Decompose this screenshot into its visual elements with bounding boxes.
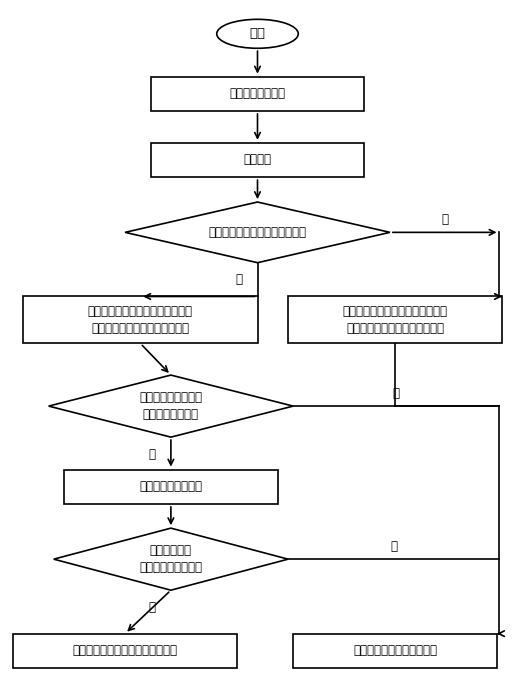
Text: 体温是否在预设乘梯体温范围？: 体温是否在预设乘梯体温范围？ <box>209 226 306 239</box>
FancyBboxPatch shape <box>150 142 365 177</box>
Polygon shape <box>48 375 293 437</box>
Text: 提醒乘梯人，电梯停止运行: 提醒乘梯人，电梯停止运行 <box>353 644 437 657</box>
Text: 乘梯人数与监测体温
的人数是否一致？: 乘梯人数与监测体温 的人数是否一致？ <box>140 391 202 421</box>
Text: 乘梯人下达呼梯指令: 乘梯人下达呼梯指令 <box>140 480 202 493</box>
Text: 否: 否 <box>149 601 156 614</box>
Polygon shape <box>54 528 288 590</box>
Text: 否: 否 <box>235 273 242 286</box>
Text: 呼梯指令是否
超出楼层选择权限？: 呼梯指令是否 超出楼层选择权限？ <box>140 544 202 574</box>
FancyBboxPatch shape <box>293 634 497 668</box>
Ellipse shape <box>217 19 298 48</box>
Text: 执行乘梯人的呼梯指令，电梯运行: 执行乘梯人的呼梯指令，电梯运行 <box>73 644 178 657</box>
FancyBboxPatch shape <box>13 634 237 668</box>
Text: 全部开放乘梯人的楼层选择权限或
部分封锁乘梯人的楼层选择权限: 全部开放乘梯人的楼层选择权限或 部分封锁乘梯人的楼层选择权限 <box>342 305 448 335</box>
FancyBboxPatch shape <box>23 297 258 343</box>
Text: 体温监测: 体温监测 <box>244 154 271 167</box>
FancyBboxPatch shape <box>288 297 502 343</box>
Text: 否: 否 <box>393 387 400 400</box>
Text: 是: 是 <box>149 448 156 461</box>
Text: 是: 是 <box>390 540 397 553</box>
Text: 进入电梯控制页面: 进入电梯控制页面 <box>230 88 285 100</box>
Text: 开始: 开始 <box>249 27 266 40</box>
Text: 是: 是 <box>441 213 448 227</box>
Polygon shape <box>125 202 390 263</box>
FancyBboxPatch shape <box>64 470 278 504</box>
Text: 全部封锁乘梯人的楼层选择权限或
部分封锁乘梯人的楼层选择权限: 全部封锁乘梯人的楼层选择权限或 部分封锁乘梯人的楼层选择权限 <box>88 305 193 335</box>
FancyBboxPatch shape <box>150 76 365 111</box>
